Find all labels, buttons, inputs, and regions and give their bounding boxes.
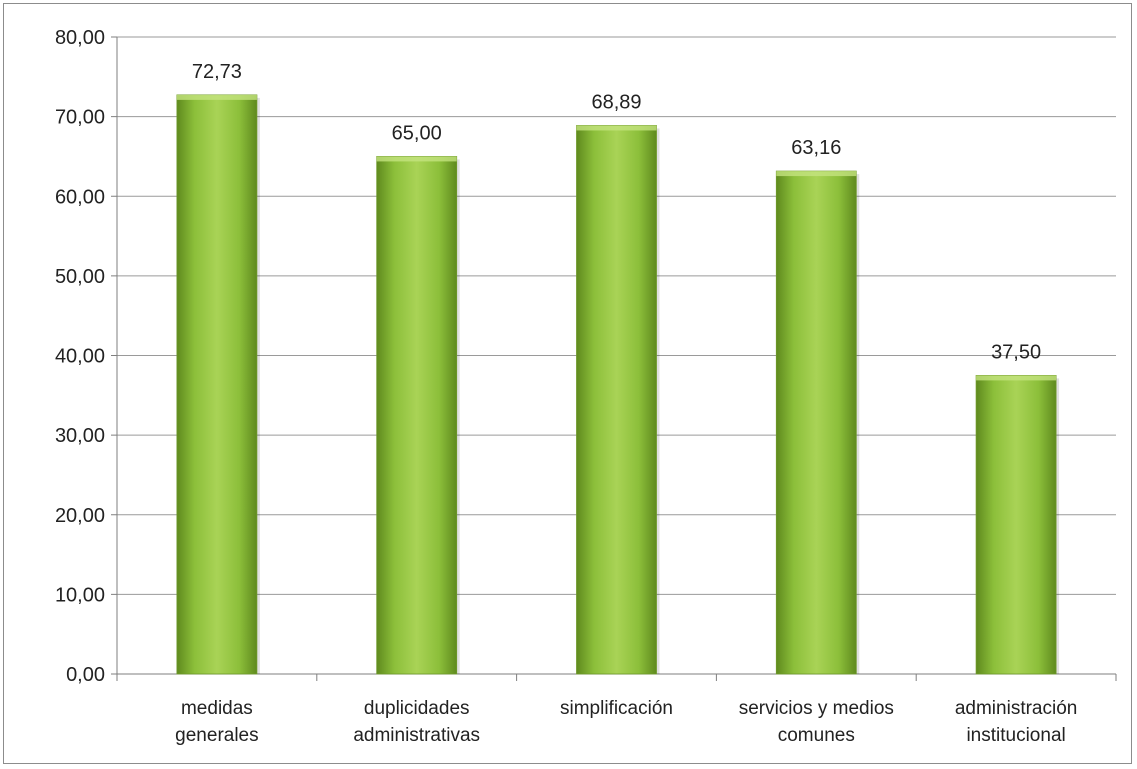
y-tick-label: 70,00 [55,107,105,129]
y-tick-label: 60,00 [55,186,105,208]
bar-cap [576,125,657,131]
y-tick-label: 80,00 [55,27,105,49]
y-tick-label: 0,00 [66,664,105,686]
data-label: 65,00 [392,122,442,144]
y-tick-label: 40,00 [55,346,105,368]
data-label: 37,50 [991,341,1041,363]
x-category-label: duplicidades administrativas [353,698,480,746]
x-category-label: medidas generales [175,698,258,746]
bar-cap [176,94,257,100]
bar-cap [976,375,1057,381]
data-label: 63,16 [791,137,841,159]
bar-cap [376,156,457,162]
bar [376,156,458,675]
x-category-label: servicios y medios comunes [739,698,894,746]
bar [576,125,657,675]
bar-cap [776,171,857,177]
y-tick-label: 30,00 [55,425,105,447]
data-label: 72,73 [192,61,242,83]
y-tick-label: 50,00 [55,266,105,288]
data-label: 68,89 [591,91,641,113]
y-tick-label: 20,00 [55,505,105,527]
x-category-label: simplificación [560,698,673,719]
bar [176,94,258,675]
y-tick-label: 10,00 [55,584,105,606]
bar [975,375,1057,675]
bar [775,170,857,675]
x-category-label: administración institucional [955,698,1078,746]
